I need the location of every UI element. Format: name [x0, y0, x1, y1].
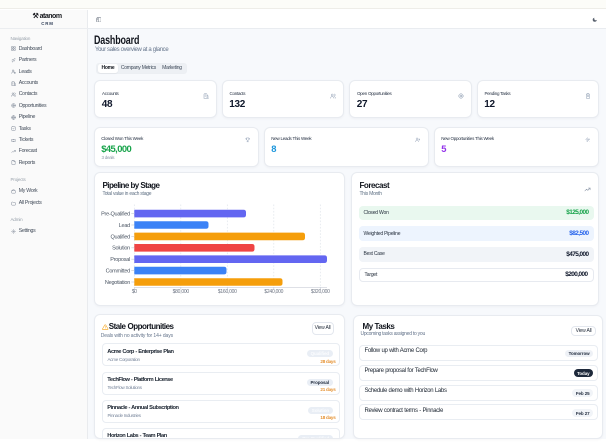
svg-text:$240,000: $240,000: [264, 289, 283, 295]
svg-text:Solution: Solution: [112, 246, 130, 252]
svg-text:Qualified: Qualified: [111, 234, 131, 240]
svg-text:$80,000: $80,000: [173, 289, 190, 295]
svg-text:$160,000: $160,000: [218, 289, 237, 295]
svg-text:Negotiation: Negotiation: [105, 280, 130, 286]
svg-text:Committed: Committed: [106, 269, 131, 275]
svg-text:Pre-Qualified: Pre-Qualified: [101, 212, 130, 218]
svg-text:Lead: Lead: [119, 223, 130, 229]
svg-text:$0: $0: [132, 289, 138, 295]
svg-text:$320,000: $320,000: [311, 289, 330, 295]
svg-text:Proposal: Proposal: [110, 257, 130, 263]
